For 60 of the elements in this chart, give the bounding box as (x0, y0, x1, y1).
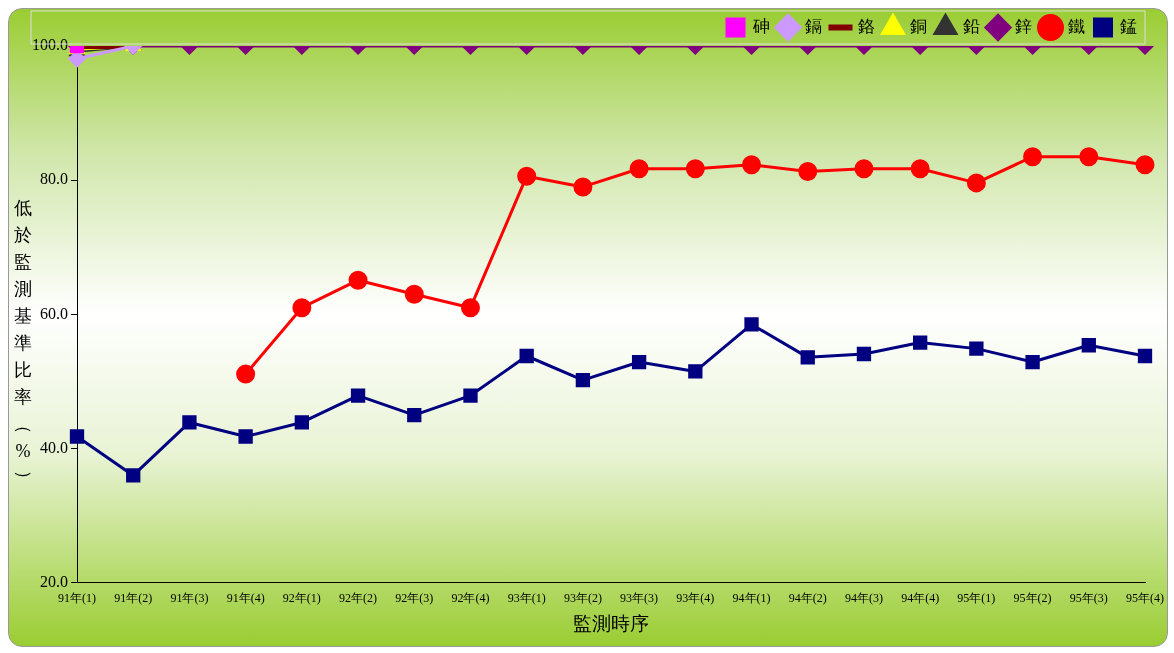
y-tick-label: 60.0 (40, 304, 68, 322)
x-tick-label: 91年(2) (114, 591, 153, 606)
x-tick-label: 95年(1) (957, 591, 996, 606)
x-tick-label: 93年(1) (507, 591, 546, 606)
x-tick-label: 94年(2) (788, 591, 827, 606)
y-tick-label: 80.0 (40, 170, 68, 188)
y-tick-label: 40.0 (40, 438, 68, 456)
point (688, 364, 703, 379)
x-tick-label: 91年(1) (58, 591, 96, 606)
text: 低於監測基準比率（%） (14, 198, 35, 489)
x-tick-label: 94年(1) (732, 591, 771, 606)
point (969, 341, 984, 356)
point (182, 415, 197, 430)
point (126, 468, 141, 483)
x-tick-label: 92年(1) (282, 591, 321, 606)
point (294, 415, 309, 430)
point (913, 335, 928, 350)
point (631, 354, 647, 370)
point (407, 407, 422, 423)
x-tick-label: 93年(3) (620, 591, 659, 606)
point (350, 388, 366, 403)
y-tick-label: 20.0 (40, 573, 68, 590)
point (463, 388, 478, 403)
legend-label: 鐵 (1067, 16, 1085, 36)
point (348, 270, 368, 290)
point (69, 429, 85, 444)
x-tick-label: 94年(3) (844, 591, 883, 606)
point (236, 364, 256, 384)
point (575, 373, 591, 388)
point (800, 350, 815, 365)
point (292, 298, 312, 318)
y-tick-label: 100.0 (32, 36, 68, 54)
x-tick-label: 95年(2) (1013, 591, 1052, 606)
point (1025, 354, 1040, 370)
point (519, 348, 534, 364)
legend-label: 鉛 (962, 16, 980, 36)
x-tick-label: 92年(3) (395, 591, 434, 606)
point (238, 429, 253, 444)
legend-label: 砷 (751, 16, 770, 36)
legend-label: 鎘 (805, 16, 822, 36)
x-tick-label: 92年(4) (451, 591, 490, 606)
legend-label: 鉻 (857, 16, 875, 36)
x-tick-label: 93年(4) (676, 591, 715, 606)
point (856, 346, 872, 362)
x-tick-label: 93年(2) (563, 591, 602, 606)
x-tick-label: 95年(4) (1126, 591, 1164, 606)
legend-label: 鋅 (1015, 16, 1032, 36)
legend-label: 銅 (910, 16, 927, 36)
x-tick-label: 92年(2) (339, 591, 378, 606)
x-axis-title: 監測時序 (573, 612, 649, 634)
legend-label: 錳 (1120, 16, 1137, 36)
point (404, 284, 424, 304)
point (460, 298, 480, 318)
point (1081, 338, 1096, 353)
x-tick-label: 91年(4) (226, 591, 265, 606)
point (1137, 348, 1153, 364)
x-tick-label: 95年(3) (1069, 591, 1108, 606)
x-tick-label: 94年(4) (901, 591, 940, 606)
x-tick-label: 91年(3) (170, 591, 209, 606)
point (744, 317, 759, 332)
